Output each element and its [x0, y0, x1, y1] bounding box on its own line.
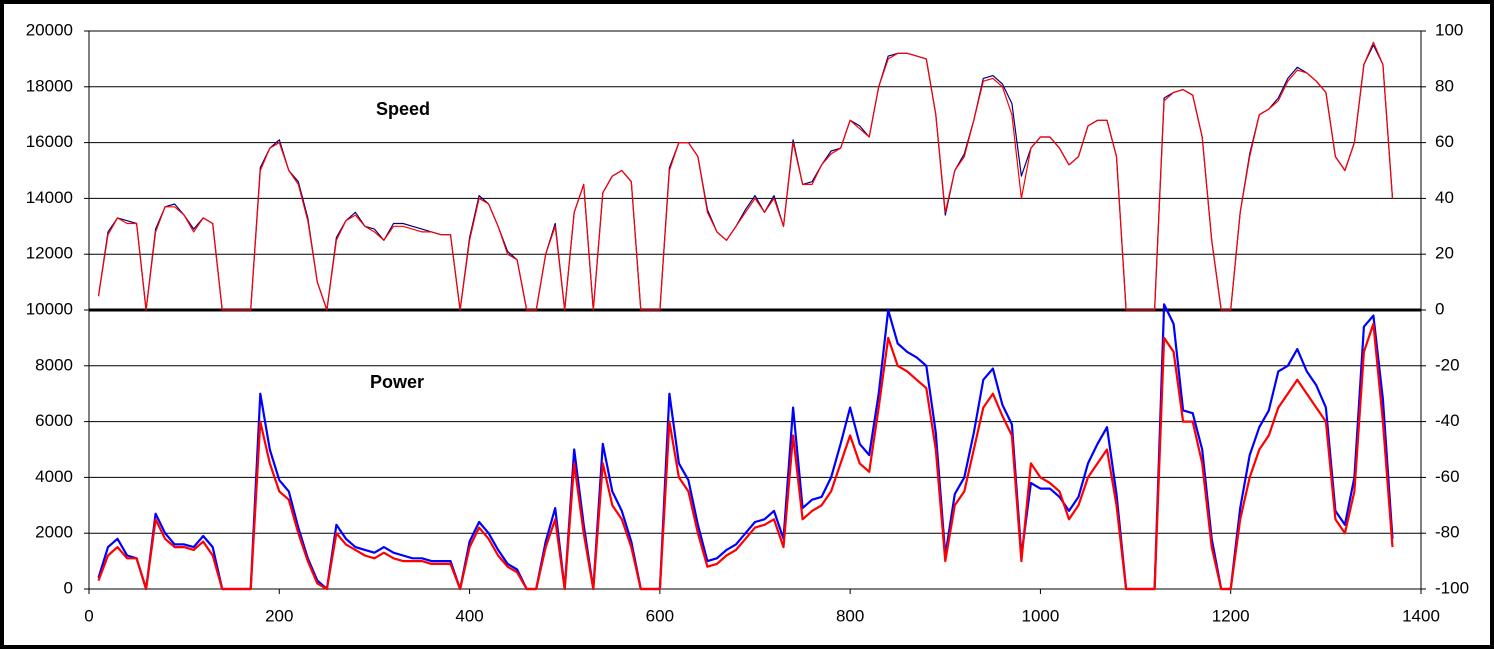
series-line	[97, 41, 1394, 311]
y2-tick-label: -60	[1435, 467, 1460, 486]
y2-tick-label: 40	[1435, 188, 1454, 207]
x-tick-label: 0	[84, 606, 93, 625]
y-tick-label: 2000	[35, 523, 73, 542]
y2-tick-label: -100	[1435, 578, 1469, 597]
y2-tick-label: 60	[1435, 132, 1454, 151]
y-tick-label: 10000	[26, 299, 73, 318]
annotation: Power	[370, 372, 424, 392]
y2-tick-label: -80	[1435, 523, 1460, 542]
x-tick-label: 400	[455, 606, 483, 625]
y-tick-label: 8000	[35, 355, 73, 374]
x-tick-label: 1200	[1212, 606, 1250, 625]
x-tick-label: 1400	[1402, 606, 1440, 625]
y-tick-label: 14000	[26, 188, 73, 207]
y2-tick-label: 0	[1435, 299, 1444, 318]
y-tick-label: 20000	[26, 20, 73, 39]
y2-tick-label: -20	[1435, 355, 1460, 374]
y2-tick-label: 80	[1435, 76, 1454, 95]
y-tick-label: 6000	[35, 411, 73, 430]
y-tick-label: 12000	[26, 244, 73, 263]
x-tick-label: 1000	[1022, 606, 1060, 625]
series-line	[97, 322, 1394, 591]
y-tick-label: 16000	[26, 132, 73, 151]
y-tick-label: 18000	[26, 76, 73, 95]
x-tick-label: 600	[646, 606, 674, 625]
x-tick-label: 800	[836, 606, 864, 625]
y2-tick-label: -40	[1435, 411, 1460, 430]
annotation: Speed	[376, 99, 430, 119]
x-tick-label: 200	[265, 606, 293, 625]
y-tick-label: 4000	[35, 467, 73, 486]
y2-tick-label: 20	[1435, 244, 1454, 263]
y2-tick-label: 100	[1435, 20, 1463, 39]
y-tick-label: 0	[64, 578, 73, 597]
